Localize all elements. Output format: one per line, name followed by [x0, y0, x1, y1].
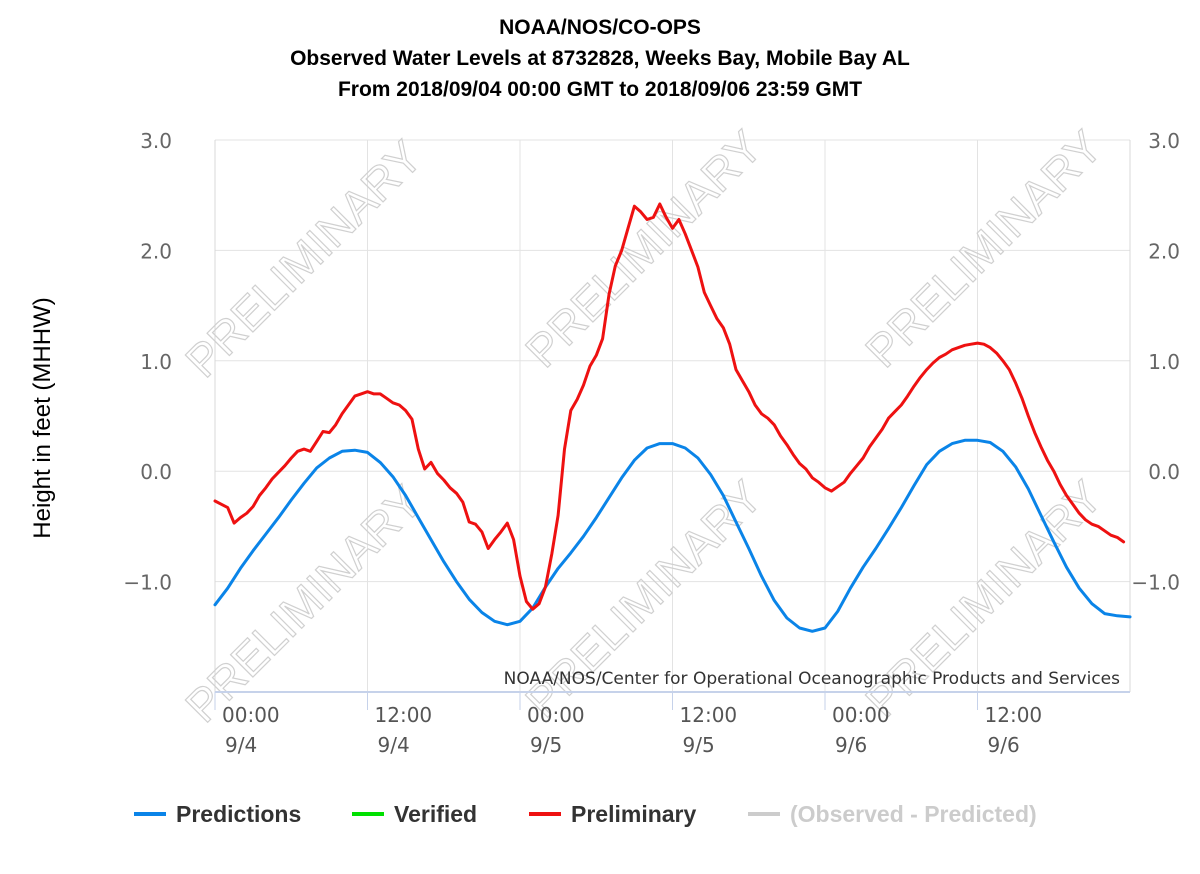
- y-axis-label: Height in feet (MHHW): [29, 297, 56, 538]
- x-tick-label-time: 00:00: [832, 703, 890, 727]
- series-line-preliminary: [213, 202, 1126, 611]
- x-tick-label-time: 12:00: [985, 703, 1043, 727]
- watermark-text: PRELIMINARY: [855, 120, 1112, 377]
- y-tick-label-left: 1.0: [140, 350, 172, 374]
- x-tick-label-time: 12:00: [680, 703, 738, 727]
- legend-label-verified: Verified: [394, 800, 478, 827]
- y-tick-label-right: 3.0: [1148, 129, 1180, 153]
- x-tick-label-time: 00:00: [222, 703, 280, 727]
- y-tick-label-left: 2.0: [140, 239, 172, 263]
- x-tick-label-date: 9/5: [683, 733, 715, 757]
- y-tick-label-left: −1.0: [123, 571, 172, 595]
- y-tick-label-right: 1.0: [1148, 350, 1180, 374]
- credit-text: NOAA/NOS/Center for Operational Oceanogr…: [504, 669, 1120, 689]
- legend-label-observed-minus-predicted: (Observed - Predicted): [790, 800, 1037, 827]
- x-tick-label-date: 9/6: [835, 733, 867, 757]
- watermark-text: PRELIMINARY: [175, 475, 432, 732]
- y-tick-label-right: 0.0: [1148, 460, 1180, 484]
- chart-title-line-3: From 2018/09/04 00:00 GMT to 2018/09/06 …: [337, 78, 863, 101]
- series-line-predictions: [213, 438, 1132, 633]
- legend-item-predictions[interactable]: Predictions: [134, 797, 301, 831]
- x-tick-label-date: 9/5: [530, 733, 562, 757]
- axis-layer: 3.0 3.0 2.0 2.0 1.0 1.0 0.0 0.0 −1.0 −1.0 00:00 9/4…: [123, 129, 1180, 757]
- chart-title-line-1: NOAA/NOS/CO-OPS: [499, 16, 701, 39]
- y-tick-label-left: 0.0: [140, 460, 172, 484]
- grid-layer: [214, 139, 1131, 692]
- legend-label-preliminary: Preliminary: [571, 800, 697, 827]
- watermark-text: PRELIMINARY: [515, 120, 772, 377]
- x-tick-label-time: 00:00: [527, 703, 585, 727]
- x-tick-label-time: 12:00: [375, 703, 433, 727]
- water-level-chart: PRELIMINARY PRELIMINARY PRELIMINARY PRELIMI…: [29, 120, 1180, 757]
- x-tick-label-date: 9/4: [225, 733, 257, 757]
- legend-item-observed-minus-predicted[interactable]: (Observed - Predicted): [748, 797, 1037, 831]
- legend-swatch-observed-minus-predicted: [748, 812, 780, 816]
- legend-swatch-preliminary: [529, 812, 561, 816]
- legend-item-preliminary[interactable]: Preliminary: [529, 797, 696, 831]
- legend-swatch-verified: [352, 812, 384, 816]
- y-tick-label-left: 3.0: [140, 129, 172, 153]
- legend-label-predictions: Predictions: [176, 800, 302, 827]
- y-tick-label-right: −1.0: [1131, 571, 1180, 595]
- legend-item-verified[interactable]: Verified: [352, 797, 477, 831]
- legend: Predictions Verified Preliminary (Observ…: [0, 797, 1200, 831]
- x-tick-label-date: 9/4: [378, 733, 410, 757]
- series-layer: [213, 202, 1132, 633]
- watermark-text: PRELIMINARY: [175, 130, 432, 387]
- x-tick-label-date: 9/6: [988, 733, 1020, 757]
- legend-swatch-predictions: [134, 812, 166, 816]
- chart-title-line-2: Observed Water Levels at 8732828, Weeks …: [290, 47, 910, 70]
- watermark-layer: PRELIMINARY PRELIMINARY PRELIMINARY PRELIMI…: [175, 120, 1113, 733]
- y-tick-label-right: 2.0: [1148, 239, 1180, 263]
